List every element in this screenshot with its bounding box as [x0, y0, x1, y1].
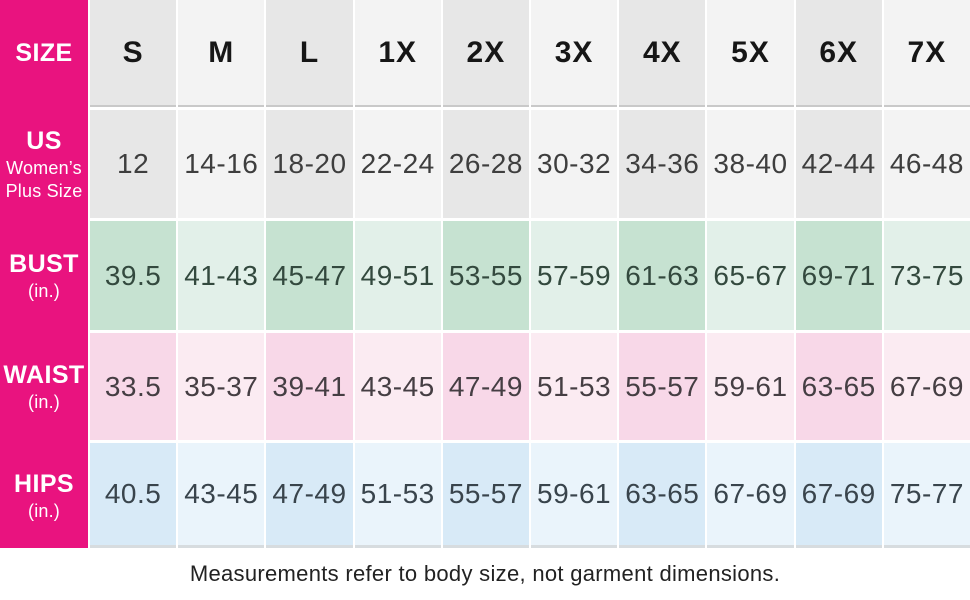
column-header-6x: 6X — [795, 0, 882, 107]
value-cell: 43-45 — [178, 443, 265, 548]
value-cell: 40.5 — [90, 443, 177, 548]
value-cell: 18-20 — [266, 110, 353, 218]
row-header-sub-label: (in.) — [28, 391, 60, 412]
value-cell: 47-49 — [266, 443, 353, 548]
value-cell: 43-45 — [354, 333, 441, 440]
value-cell: 63-65 — [619, 443, 706, 548]
column-header-7x: 7X — [883, 0, 970, 107]
column-header-m: M — [178, 0, 265, 107]
value-cell: 63-65 — [795, 333, 882, 440]
row-header-sub-label: (in.) — [28, 500, 60, 521]
value-cell: 38-40 — [707, 110, 794, 218]
value-cell: 46-48 — [883, 110, 970, 218]
value-cell: 59-61 — [530, 443, 618, 548]
value-cell: 26-28 — [442, 110, 529, 218]
column-header-5x: 5X — [707, 0, 794, 107]
column-header-4x: 4X — [619, 0, 706, 107]
value-cell: 39.5 — [90, 221, 177, 330]
value-cell: 45-47 — [266, 221, 353, 330]
size-table: SIZE S M L 1X 2X 3X 4X 5X 6X 7X US Women’s Plus Size 1… — [0, 0, 970, 548]
value-cell: 14-16 — [178, 110, 265, 218]
value-cell: 42-44 — [795, 110, 882, 218]
value-cell: 73-75 — [883, 221, 970, 330]
value-cell: 47-49 — [442, 333, 529, 440]
footnote: Measurements refer to body size, not gar… — [189, 561, 781, 586]
value-cell: 39-41 — [266, 333, 353, 440]
row-header-column-background — [0, 0, 88, 548]
row-header-waist: WAIST (in.) — [0, 333, 88, 440]
row-header-main-label: HIPS — [14, 469, 74, 498]
value-cell: 22-24 — [354, 110, 441, 218]
value-cell: 57-59 — [530, 221, 618, 330]
value-cell: 35-37 — [178, 333, 265, 440]
row-header-us: US Women’s Plus Size — [0, 110, 88, 218]
column-header-3x: 3X — [530, 0, 618, 107]
value-cell: 53-55 — [442, 221, 529, 330]
column-header-2x: 2X — [442, 0, 529, 107]
value-cell: 65-67 — [707, 221, 794, 330]
row-header-sub-label: (in.) — [28, 280, 60, 301]
value-cell: 67-69 — [795, 443, 882, 548]
value-cell: 69-71 — [795, 221, 882, 330]
value-cell: 55-57 — [619, 333, 706, 440]
column-header-1x: 1X — [354, 0, 441, 107]
value-cell: 61-63 — [619, 221, 706, 330]
value-cell: 33.5 — [90, 333, 177, 440]
value-cell: 51-53 — [354, 443, 441, 548]
value-cell: 59-61 — [707, 333, 794, 440]
value-cell: 51-53 — [530, 333, 618, 440]
value-cell: 12 — [90, 110, 177, 218]
value-cell: 75-77 — [883, 443, 970, 548]
row-header-bust: BUST (in.) — [0, 221, 88, 330]
row-header-hips: HIPS (in.) — [0, 443, 88, 548]
column-header-s: S — [90, 0, 177, 107]
row-header-sub-label: Plus Size — [5, 180, 83, 201]
value-cell: 34-36 — [619, 110, 706, 218]
value-cell: 41-43 — [178, 221, 265, 330]
value-cell: 55-57 — [442, 443, 529, 548]
corner-header-label: SIZE — [15, 38, 73, 67]
corner-header-size: SIZE — [0, 0, 88, 107]
value-cell: 67-69 — [883, 333, 970, 440]
value-cell: 67-69 — [707, 443, 794, 548]
row-header-main-label: WAIST — [3, 360, 85, 389]
row-header-main-label: US — [26, 126, 62, 155]
value-cell: 30-32 — [530, 110, 618, 218]
column-header-l: L — [266, 0, 353, 107]
row-header-sub-label: Women’s — [6, 158, 82, 179]
value-cell: 49-51 — [354, 221, 441, 330]
row-header-main-label: BUST — [9, 249, 79, 278]
